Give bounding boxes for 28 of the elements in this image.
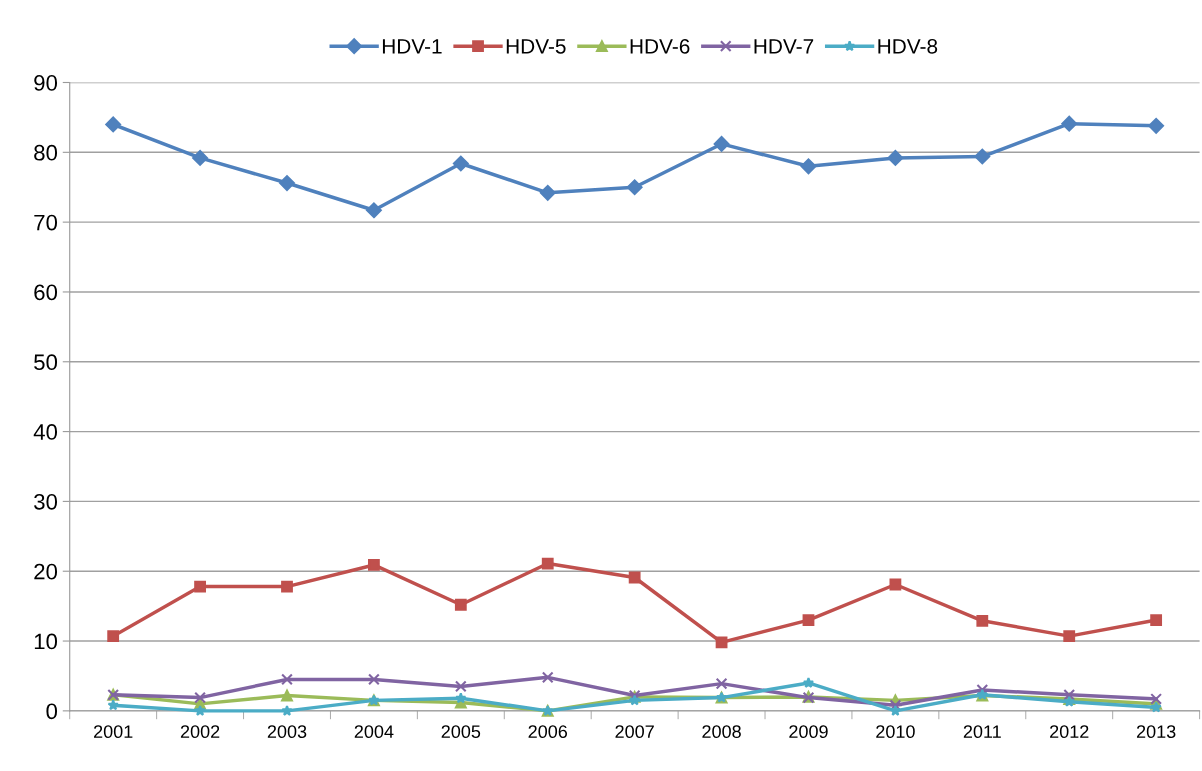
- x-tick-label: 2011: [963, 725, 1001, 739]
- y-tick-label: 40: [33, 424, 58, 440]
- x-tick-label: 2012: [1050, 725, 1089, 739]
- legend-label: HDV-5: [506, 39, 566, 54]
- legend-label: HDV-6: [630, 38, 690, 54]
- x-tick-label: 2001: [94, 725, 133, 739]
- y-tick-label: 50: [34, 354, 58, 371]
- x-tick-label: 2004: [354, 725, 394, 739]
- y-tick-label: 20: [34, 563, 58, 580]
- x-tick-label: 2008: [702, 725, 741, 739]
- y-tick-label: 0: [46, 703, 58, 720]
- legend-label: HDV-7: [754, 39, 814, 54]
- y-tick-label: 30: [34, 493, 58, 510]
- legend-label: HDV-1: [382, 39, 442, 54]
- x-tick-label: 2013: [1136, 725, 1176, 739]
- legend-label: HDV-8: [878, 38, 938, 54]
- y-tick-label: 80: [34, 144, 58, 161]
- x-tick-label: 2002: [180, 725, 220, 739]
- x-tick-label: 2006: [528, 725, 568, 739]
- x-tick-label: 2005: [441, 725, 481, 739]
- x-tick-label: 2003: [267, 725, 307, 739]
- x-tick-label: 2010: [876, 725, 915, 739]
- x-tick-label: 2009: [789, 725, 828, 739]
- x-tick-label: 2007: [615, 725, 654, 739]
- y-tick-label: 60: [34, 284, 58, 301]
- y-tick-label: 10: [34, 633, 58, 650]
- y-tick-label: 70: [34, 214, 58, 231]
- y-tick-label: 90: [34, 75, 58, 91]
